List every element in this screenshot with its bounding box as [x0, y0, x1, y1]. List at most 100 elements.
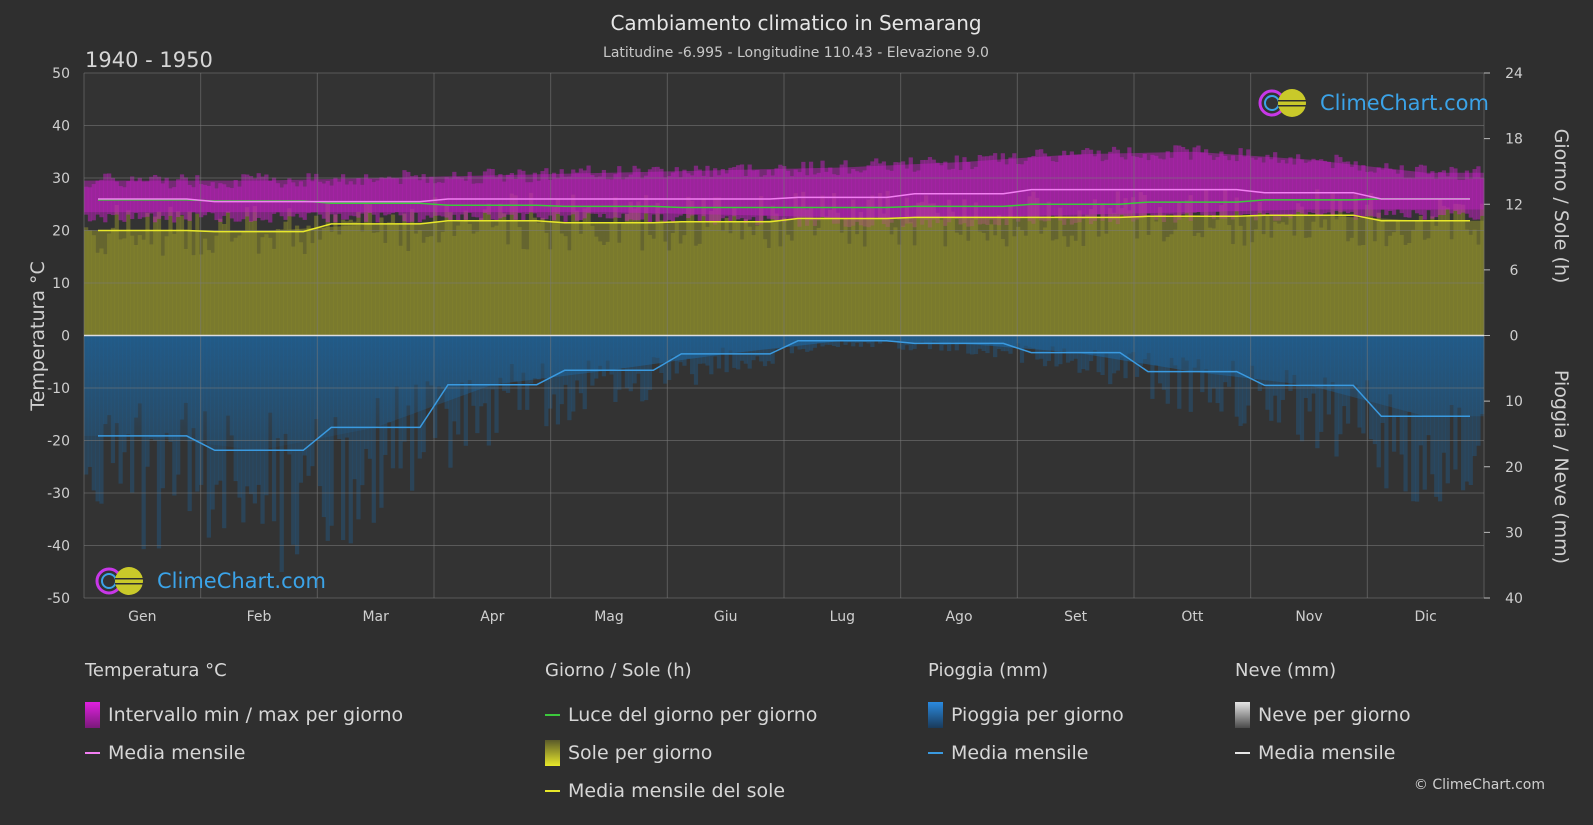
temp-range-bar: [505, 174, 511, 215]
temp-range-bar: [1334, 154, 1339, 212]
temp-range-bar: [482, 171, 488, 214]
chart-subtitle: Latitudine -6.995 - Longitudine 110.43 -…: [603, 45, 989, 61]
right-top-axis-label: Giorno / Sole (h): [1550, 129, 1572, 284]
temp-range-bar: [1104, 159, 1109, 217]
rain-bar: [544, 335, 549, 427]
temp-range-bar: [1338, 157, 1343, 213]
temp-range-bar: [1200, 152, 1205, 215]
temp-range-bar: [1276, 162, 1282, 221]
temp-range-bar: [1468, 178, 1473, 218]
temp-range-bar: [551, 172, 557, 221]
temp-range-bar: [1096, 150, 1101, 215]
rain-bar: [747, 335, 752, 369]
temp-range-bar: [1180, 147, 1186, 215]
temp-range-bar: [1035, 149, 1040, 219]
month-label: Ott: [1181, 609, 1204, 625]
temp-range-bar: [632, 165, 637, 221]
temp-range-bar: [601, 169, 607, 214]
rain-bar: [993, 335, 998, 358]
temp-range-bar: [977, 155, 982, 225]
temp-range-bar: [406, 171, 411, 223]
temp-range-bar: [1119, 157, 1124, 215]
temp-range-bar: [893, 162, 898, 218]
temp-range-bar: [260, 176, 265, 221]
temp-range-bar: [1207, 155, 1213, 215]
sun-mean-swatch: [545, 790, 560, 792]
legend-header: Giorno / Sole (h): [545, 660, 692, 681]
temp-range-bar: [1253, 159, 1259, 221]
month-label: Apr: [480, 609, 504, 625]
temp-range-bar: [1127, 147, 1132, 219]
temp-range-bar: [1250, 157, 1255, 217]
month-label: Dic: [1414, 609, 1436, 625]
legend-item: Media mensile del sole: [545, 772, 817, 810]
right-top-tick-label: 24: [1505, 66, 1523, 82]
temp-range-bar: [402, 170, 407, 222]
temp-range-bar: [1192, 147, 1197, 213]
temp-range-bar: [866, 165, 871, 228]
temp-range-bar: [839, 164, 844, 219]
temp-range-bar: [1422, 165, 1427, 220]
rain-bar: [1414, 335, 1420, 502]
temp-range-bar: [693, 165, 699, 215]
temp-range-bar: [517, 169, 522, 214]
legend-snow: Neve (mm) Neve per giorno Media mensile: [1235, 660, 1411, 772]
temp-range-bar: [682, 169, 687, 214]
sunshine-mean-line: [98, 214, 1470, 233]
legend-rain: Pioggia (mm) Pioggia per giorno Media me…: [928, 660, 1124, 772]
rain-bar: [693, 335, 699, 385]
temp-range-bar: [793, 169, 798, 219]
legend-label: Media mensile: [1258, 742, 1396, 764]
temp-range-bar: [947, 169, 952, 223]
temp-range-bar: [413, 175, 419, 213]
temp-range-bar: [1445, 176, 1450, 210]
temp-range-bar: [291, 182, 296, 217]
temp-range-bar: [383, 178, 388, 216]
rain-bar: [340, 335, 346, 541]
temp-range-bar: [1088, 149, 1094, 225]
temp-range-bar: [1368, 171, 1374, 216]
temp-range-bar: [1453, 168, 1458, 212]
temp-range-bar: [1353, 161, 1358, 220]
rain-bar: [966, 335, 971, 354]
temp-range-bar: [958, 170, 963, 225]
temp-range-bar: [1246, 149, 1251, 215]
temp-range-bar: [379, 177, 384, 213]
temp-range-bar: [1134, 156, 1140, 220]
temp-range-bar: [1449, 166, 1454, 214]
temp-range-bar: [762, 175, 768, 216]
temp-range-bar: [1223, 155, 1228, 219]
right-bottom-axis-label: Pioggia / Neve (mm): [1550, 370, 1572, 564]
temp-range-bar: [1069, 151, 1074, 225]
temp-range-bar: [962, 157, 967, 224]
temp-range-bar: [597, 176, 603, 218]
temp-range-bar: [1050, 161, 1055, 216]
legend-label: Sole per giorno: [568, 742, 713, 764]
rain-bar: [555, 335, 561, 425]
legend-item: Sole per giorno: [545, 734, 817, 772]
rain-bar: [644, 335, 649, 401]
legend-label: Media mensile: [951, 742, 1089, 764]
temp-range-bar: [367, 179, 373, 214]
temp-range-bar: [398, 183, 403, 216]
temp-range-bar: [1460, 179, 1466, 213]
temp-range-bar: [920, 159, 925, 225]
temp-range-bar: [659, 168, 664, 215]
temp-range-bar: [168, 188, 173, 216]
legend-label: Intervallo min / max per giorno: [108, 704, 404, 726]
rain-bar: [1403, 335, 1408, 492]
temp-range-bar: [1430, 171, 1435, 219]
temp-range-bar: [985, 156, 990, 225]
temp-range-bar: [271, 177, 277, 214]
logo-icon: [1258, 89, 1306, 117]
rain-bar: [141, 335, 146, 550]
temp-range-bar: [885, 169, 890, 227]
temp-range-bar: [314, 173, 319, 213]
temp-range-bar: [1273, 152, 1278, 221]
temp-range-bar: [1403, 177, 1408, 218]
temp-range-bar: [590, 175, 595, 214]
temp-range-bar: [1204, 149, 1209, 217]
left-tick-label: -10: [47, 381, 70, 397]
rain-bar: [1077, 335, 1082, 373]
temp-range-bar: [459, 177, 465, 215]
